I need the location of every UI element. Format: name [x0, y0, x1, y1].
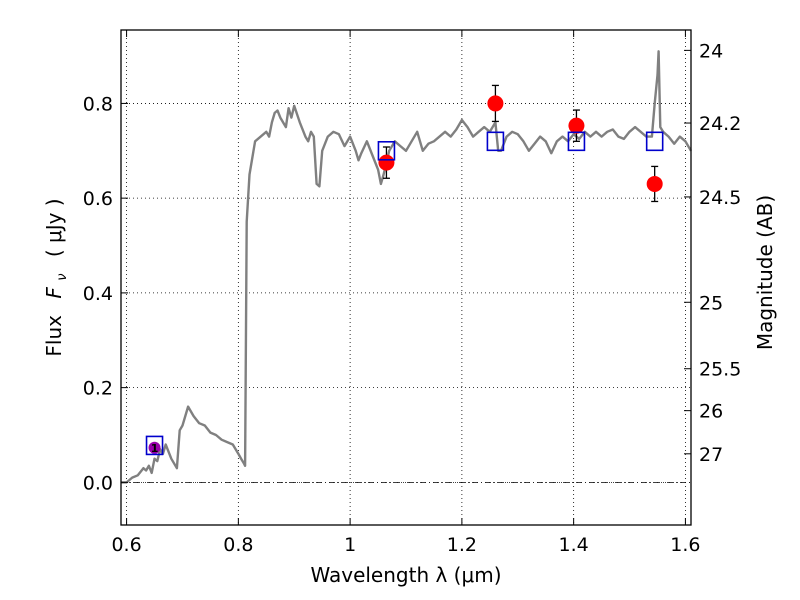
- observed-point: [487, 95, 504, 112]
- error-bar-layer: [382, 84, 659, 203]
- plot-frame: [120, 29, 692, 526]
- y2-axis-label: Magnitude (AB): [753, 195, 777, 350]
- y-axis-label-symbol: F: [42, 287, 66, 299]
- x-tick-label: 1.4: [559, 534, 589, 556]
- x-tick-label: 0.6: [111, 534, 141, 556]
- grid-lines: [121, 30, 691, 525]
- observed-points-layer: [148, 95, 663, 454]
- model-photometry-marker: [645, 131, 664, 152]
- y-tick-label: 0.2: [83, 378, 113, 400]
- y-axis-label: Flux F ν ( μJy ): [42, 198, 71, 356]
- y2-tick-labels: 24 24.2 24.5 25 25.5 26 27: [699, 40, 741, 465]
- observed-point: [568, 117, 585, 134]
- y2-tick-label: 26: [699, 401, 723, 423]
- observed-point: [378, 154, 395, 171]
- y-tick-label: 0.0: [83, 472, 113, 494]
- y2-tick-label: 25: [699, 292, 723, 314]
- y2-tick-label: 24.5: [699, 187, 741, 209]
- model-photometry-marker: [377, 140, 396, 161]
- observed-point: [646, 175, 663, 192]
- x-tick-label: 0.8: [223, 534, 253, 556]
- model-spectrum-layer: [121, 50, 693, 484]
- tick-marks: [121, 30, 691, 525]
- y-axis-label-prefix: Flux: [42, 315, 66, 357]
- y-tick-label: 0.4: [83, 283, 113, 305]
- y2-tick-label: 24: [699, 40, 723, 62]
- model-photometry-marker: [145, 435, 164, 456]
- x-axis-label: Wavelength λ (μm): [310, 563, 501, 587]
- model-photometry-marker: [486, 131, 505, 152]
- x-tick-labels: 0.6 0.8 1 1.2 1.4 1.6: [111, 534, 700, 556]
- model-photometry-layer: [145, 131, 664, 456]
- y2-tick-label: 25.5: [699, 359, 741, 381]
- model-spectrum-line: [121, 50, 693, 484]
- observed-point: [148, 441, 161, 454]
- x-tick-label: 1: [344, 534, 356, 556]
- y-tick-labels: 0.0 0.2 0.4 0.6 0.8: [83, 93, 113, 494]
- x-tick-label: 1.2: [447, 534, 477, 556]
- point-annotation: 1: [151, 442, 159, 455]
- x-tick-label: 1.6: [670, 534, 700, 556]
- y-axis-label-subscript: ν: [55, 274, 70, 281]
- annotation-layer: 1: [151, 442, 159, 455]
- y2-tick-label: 27: [699, 444, 723, 466]
- y2-tick-label: 24.2: [699, 113, 741, 135]
- y-tick-label: 0.8: [83, 93, 113, 115]
- y-tick-label: 0.6: [83, 188, 113, 210]
- y-axis-label-unit: ( μJy ): [42, 198, 66, 257]
- model-photometry-marker: [567, 131, 586, 152]
